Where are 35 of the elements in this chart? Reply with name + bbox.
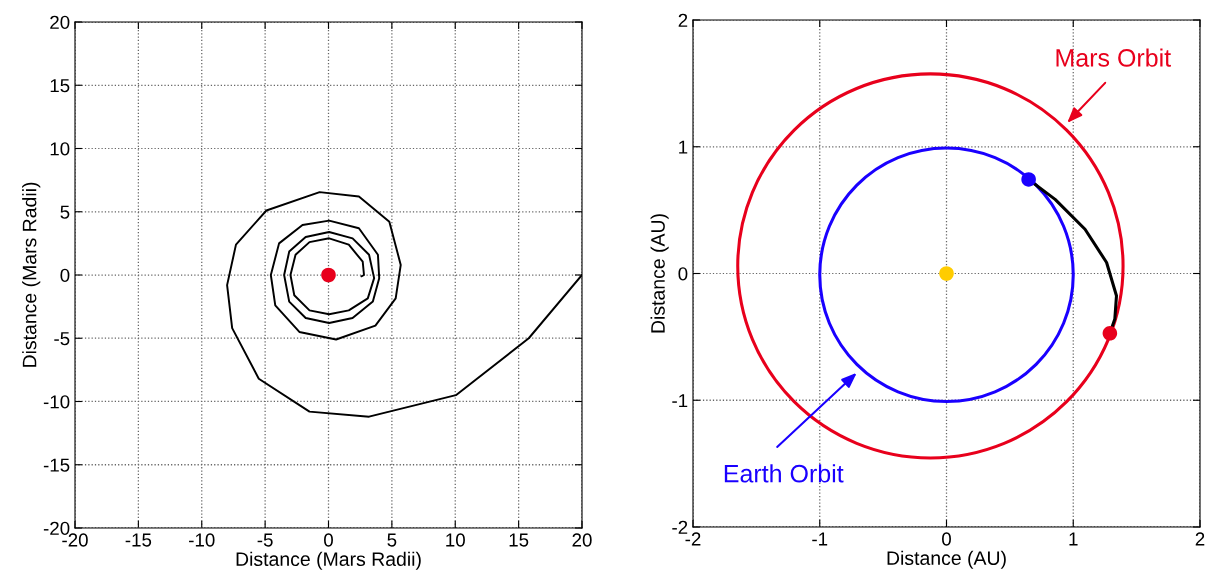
x-tick-label: -5 <box>257 533 273 547</box>
point <box>1021 172 1036 187</box>
annotation: Mars Orbit <box>1056 48 1171 67</box>
x-tick-label: -1 <box>812 532 828 546</box>
x-axis-title: Distance (AU) <box>887 550 1006 569</box>
x-tick-label: 2 <box>1195 532 1205 546</box>
y-tick-label: -1 <box>672 394 688 408</box>
x-tick-label: 0 <box>324 533 333 547</box>
y-tick-label: 15 <box>50 79 70 93</box>
y-tick-label: 0 <box>60 268 70 282</box>
x-tick-label: 20 <box>572 533 592 547</box>
y-tick-label: 10 <box>50 142 70 156</box>
y-tick-label: -20 <box>43 521 70 535</box>
y-axis-title: Distance (AU) <box>650 214 669 333</box>
y-tick-label: 1 <box>679 140 688 154</box>
x-tick-label: 5 <box>387 533 397 547</box>
y-tick-label: 20 <box>50 15 70 29</box>
x-tick-label: -10 <box>189 533 215 547</box>
point <box>1102 326 1118 341</box>
y-axis-title: Distance (Mars Radii) <box>22 182 41 367</box>
y-tick-label: -2 <box>672 520 688 534</box>
y-tick-label: 5 <box>60 205 70 219</box>
y-tick-label: 2 <box>678 13 688 27</box>
y-tick-label: 0 <box>678 267 688 281</box>
x-tick-label: 0 <box>942 532 951 546</box>
x-tick-label: -15 <box>125 533 152 547</box>
point <box>939 266 954 281</box>
x-tick-label: 10 <box>446 533 465 547</box>
annotation: Earth Orbit <box>724 464 844 483</box>
x-tick-label: 1 <box>1069 532 1078 546</box>
y-tick-label: -10 <box>43 395 70 409</box>
x-tick-label: 15 <box>509 533 529 547</box>
x-axis-title: Distance (Mars Radii) <box>236 551 421 570</box>
y-tick-label: -5 <box>54 332 70 346</box>
y-tick-label: -15 <box>43 458 70 472</box>
